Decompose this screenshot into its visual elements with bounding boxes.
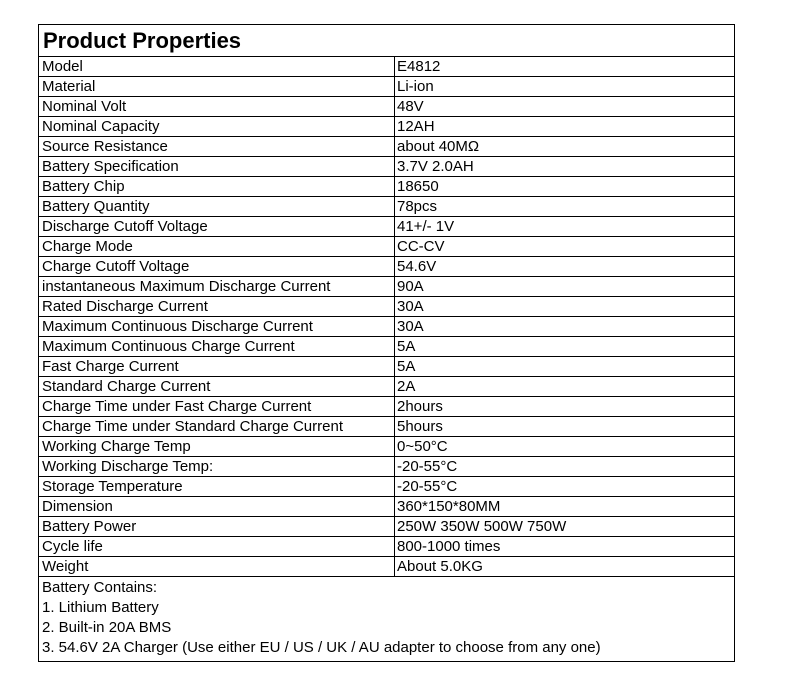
- property-name: Standard Charge Current: [39, 377, 395, 396]
- table-row: Rated Discharge Current 30A: [39, 297, 734, 317]
- property-name: Nominal Capacity: [39, 117, 395, 136]
- property-name: Maximum Continuous Charge Current: [39, 337, 395, 356]
- property-value: -20-55°C: [397, 478, 458, 495]
- property-name: instantaneous Maximum Discharge Current: [39, 277, 395, 296]
- table-row: Working Discharge Temp: -20-55°C: [39, 457, 734, 477]
- property-name: Charge Mode: [39, 237, 395, 256]
- property-name: Battery Quantity: [39, 197, 395, 216]
- property-value: 48V: [397, 98, 424, 115]
- table-row: Discharge Cutoff Voltage 41+/- 1V: [39, 217, 734, 237]
- property-value: 54.6V: [397, 258, 437, 275]
- table-row: Material Li-ion: [39, 77, 734, 97]
- property-value: 12AH: [397, 118, 435, 135]
- table-row: Standard Charge Current 2A: [39, 377, 734, 397]
- property-name: Weight: [39, 557, 395, 576]
- table-row: Nominal Capacity 12AH: [39, 117, 734, 137]
- contains-line: 2. Built-in 20A BMS: [42, 619, 172, 636]
- table-row: Battery Chip 18650: [39, 177, 734, 197]
- property-name: Battery Specification: [39, 157, 395, 176]
- property-name: Charge Time under Fast Charge Current: [39, 397, 395, 416]
- property-value: 800-1000 times: [397, 538, 501, 555]
- table-row: Cycle life 800-1000 times: [39, 537, 734, 557]
- property-name: Rated Discharge Current: [39, 297, 395, 316]
- property-name: Cycle life: [39, 537, 395, 556]
- table-row: Model E4812: [39, 57, 734, 77]
- property-value: Li-ion: [397, 78, 434, 95]
- table-row: Charge Mode CC-CV: [39, 237, 734, 257]
- contains-line: Battery Contains:: [42, 579, 158, 596]
- property-name: Fast Charge Current: [39, 357, 395, 376]
- property-name: Discharge Cutoff Voltage: [39, 217, 395, 236]
- table-row: Dimension 360*150*80MM: [39, 497, 734, 517]
- property-value: CC-CV: [397, 238, 445, 255]
- table-row: Working Charge Temp 0~50°C: [39, 437, 734, 457]
- property-value: E4812: [397, 58, 441, 75]
- property-name: Storage Temperature: [39, 477, 395, 496]
- table-row: Charge Cutoff Voltage 54.6V: [39, 257, 734, 277]
- property-value: 30A: [397, 298, 424, 315]
- property-value: 90A: [397, 278, 424, 295]
- table-row: Battery Specification 3.7V 2.0AH: [39, 157, 734, 177]
- contains-line: 1. Lithium Battery: [42, 599, 159, 616]
- table-title: Product Properties: [39, 25, 734, 57]
- property-value: 250W 350W 500W 750W: [397, 518, 567, 535]
- property-value: 30A: [397, 318, 424, 335]
- property-value: About 5.0KG: [397, 558, 483, 575]
- table-row: Weight About 5.0KG: [39, 557, 734, 577]
- property-value: 2hours: [397, 398, 443, 415]
- property-value: -20-55°C: [397, 458, 458, 475]
- property-value: 2A: [397, 378, 416, 395]
- table-row: Charge Time under Standard Charge Curren…: [39, 417, 734, 437]
- table-row: Nominal Volt 48V: [39, 97, 734, 117]
- property-value: 5A: [397, 338, 416, 355]
- property-name: Source Resistance: [39, 137, 395, 156]
- property-name: Maximum Continuous Discharge Current: [39, 317, 395, 336]
- property-name: Battery Power: [39, 517, 395, 536]
- property-name: Working Discharge Temp:: [39, 457, 395, 476]
- property-value: 0~50°C: [397, 438, 448, 455]
- property-value: 5hours: [397, 418, 443, 435]
- property-name: Dimension: [39, 497, 395, 516]
- table-row: Storage Temperature -20-55°C: [39, 477, 734, 497]
- property-value: 5A: [397, 358, 416, 375]
- table-row: Battery Quantity 78pcs: [39, 197, 734, 217]
- property-name: Charge Time under Standard Charge Curren…: [39, 417, 395, 436]
- property-name: Material: [39, 77, 395, 96]
- property-name: Working Charge Temp: [39, 437, 395, 456]
- property-value: 360*150*80MM: [397, 498, 501, 515]
- table-row: Charge Time under Fast Charge Current 2ho…: [39, 397, 734, 417]
- contains: Battery Contains: 1. Lithium Battery 2. Bu…: [39, 577, 734, 661]
- property-value: 78pcs: [397, 198, 438, 215]
- rows: Model E4812 Material Li-ion Nominal Volt 48V N…: [39, 57, 734, 577]
- property-name: Charge Cutoff Voltage: [39, 257, 395, 276]
- property-value: 18650: [397, 178, 439, 195]
- table-row: Battery Power 250W 350W 500W 750W: [39, 517, 734, 537]
- table-row: Maximum Continuous Charge Current 5A: [39, 337, 734, 357]
- property-name: Nominal Volt: [39, 97, 395, 116]
- property-name: Model: [39, 57, 395, 76]
- property-name: Battery Chip: [39, 177, 395, 196]
- property-value: 3.7V 2.0AH: [397, 158, 474, 175]
- contains-line: 3. 54.6V 2A Charger (Use either EU / US …: [42, 639, 601, 656]
- table-row: Maximum Continuous Discharge Current 30A: [39, 317, 734, 337]
- properties-table: Product Properties Model E4812 Material Li-…: [38, 24, 735, 662]
- table-row: Source Resistance about 40MΩ: [39, 137, 734, 157]
- property-value: 41+/- 1V: [397, 218, 455, 235]
- table-row: Fast Charge Current 5A: [39, 357, 734, 377]
- table-row: instantaneous Maximum Discharge Current 9…: [39, 277, 734, 297]
- property-value: about 40MΩ: [397, 138, 480, 155]
